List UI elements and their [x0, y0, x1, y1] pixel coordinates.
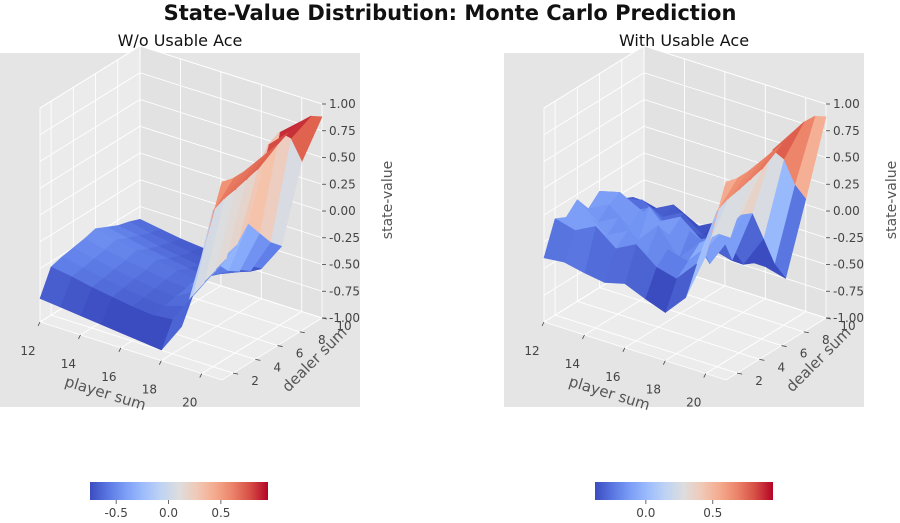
gridline: [543, 152, 645, 216]
y-tick: [781, 345, 787, 347]
z-tick-label: 0.25: [329, 177, 356, 191]
x-tick-label: 18: [142, 383, 157, 397]
gridline: [201, 311, 303, 374]
gridline: [139, 45, 323, 105]
z-tick-label: 0.50: [329, 151, 356, 165]
y-tick-label: 2: [251, 374, 259, 388]
z-tick-label: -1.00: [833, 311, 864, 325]
gridline: [39, 179, 141, 243]
x-tick: [662, 360, 666, 365]
colorbar-tick-label: 0.0: [636, 506, 655, 520]
gridline: [643, 45, 827, 105]
y-tick: [255, 358, 261, 361]
y-tick-label: 8: [318, 333, 326, 347]
x-tick: [118, 347, 122, 352]
z-tick-label: 0.75: [833, 124, 860, 138]
colorbar-tick-label: 0.0: [159, 506, 178, 520]
gridline: [543, 125, 645, 189]
y-tick-label: 6: [296, 347, 304, 361]
colorbar-tick-label: 0.5: [211, 506, 230, 520]
x-tick: [158, 360, 162, 365]
gridline: [624, 285, 726, 349]
y-tick-label: 6: [800, 347, 808, 361]
z-tick-label: -0.50: [833, 258, 864, 272]
x-tick: [703, 373, 707, 378]
z-tick-label: 0.75: [329, 124, 356, 138]
z-tick-label: -1.00: [329, 311, 360, 325]
x-tick: [582, 334, 585, 340]
x-tick-label: 20: [182, 396, 197, 410]
z-tick-label: -0.75: [833, 284, 864, 298]
z-axis-label: state-value: [380, 161, 396, 239]
gridline: [543, 72, 645, 136]
gridline: [643, 72, 827, 132]
z-tick-label: -0.25: [329, 231, 360, 245]
surface-plot-right: 12 14 16 18 20 2 468 10 1.00 0.75 0.50 0.25 0.00 -0.2…: [504, 45, 900, 414]
colorbar-left: -0.5 0.0 0.5: [90, 482, 268, 520]
x-tick-label: 16: [605, 370, 620, 384]
gridline: [39, 125, 141, 189]
gridline: [543, 45, 645, 109]
y-tick: [233, 372, 239, 375]
y-tick-label: 2: [755, 374, 763, 388]
gridline: [543, 99, 645, 162]
z-tick-label: 0.00: [833, 204, 860, 218]
gridline: [161, 298, 262, 362]
z-axis-label: state-value: [884, 161, 900, 239]
colorbar-tick-label: -0.5: [104, 506, 127, 520]
colorbar-gradient: [90, 482, 268, 500]
gridline: [139, 72, 323, 132]
z-tick-label: -0.75: [329, 284, 360, 298]
gridline: [50, 314, 234, 374]
z-tick-label: 0.50: [833, 151, 860, 165]
surface-face: [543, 218, 576, 263]
x-tick: [199, 373, 203, 378]
colorbar-tick-label: 0.5: [703, 506, 722, 520]
gridline: [554, 314, 738, 374]
figure-title: State-Value Distribution: Monte Carlo Pr…: [163, 1, 737, 25]
surface-face: [39, 266, 72, 308]
x-tick-label: 12: [20, 344, 35, 358]
y-tick-label: 4: [274, 360, 282, 374]
z-tick-label: 1.00: [329, 97, 356, 111]
x-tick: [541, 321, 545, 327]
x-tick-label: 14: [61, 357, 76, 371]
y-tick-label: 8: [822, 333, 830, 347]
z-tick-label: -0.25: [833, 231, 864, 245]
gridline: [705, 311, 807, 374]
y-tick: [299, 331, 305, 334]
y-tick: [277, 345, 283, 347]
subplot-title-left: W/o Usable Ace: [117, 31, 243, 50]
gridline: [599, 287, 782, 346]
y-tick-label: 10: [336, 319, 351, 333]
z-tick-label: 0.00: [329, 204, 356, 218]
z-tick-label: 1.00: [833, 97, 860, 111]
surface-plot-left: 12 14 16 18 20 2 468 10 1.00 0.75 0.50 0.25 0.00 -0.2…: [0, 45, 396, 414]
gridline: [577, 300, 760, 360]
colorbar-gradient: [595, 482, 773, 500]
y-tick-label: 4: [778, 360, 786, 374]
gridline: [39, 99, 141, 162]
z-tick-label: 0.25: [833, 177, 860, 191]
x-tick-label: 14: [565, 357, 580, 371]
z-tick-label: -0.50: [329, 258, 360, 272]
x-tick-label: 18: [646, 383, 661, 397]
x-tick: [622, 347, 626, 352]
x-tick: [78, 334, 81, 340]
y-tick: [737, 372, 743, 375]
x-tick-label: 20: [686, 396, 701, 410]
x-tick-label: 12: [524, 344, 539, 358]
x-tick: [37, 321, 41, 327]
y-tick: [803, 331, 809, 334]
colorbar-right: 0.0 0.5: [595, 482, 773, 520]
gridline: [39, 72, 141, 136]
y-tick-label: 10: [840, 319, 855, 333]
x-tick-label: 16: [101, 370, 116, 384]
gridline: [665, 298, 766, 362]
y-tick: [759, 358, 765, 361]
gridline: [39, 45, 141, 109]
gridline: [39, 152, 141, 216]
subplot-title-right: With Usable Ace: [618, 31, 750, 50]
